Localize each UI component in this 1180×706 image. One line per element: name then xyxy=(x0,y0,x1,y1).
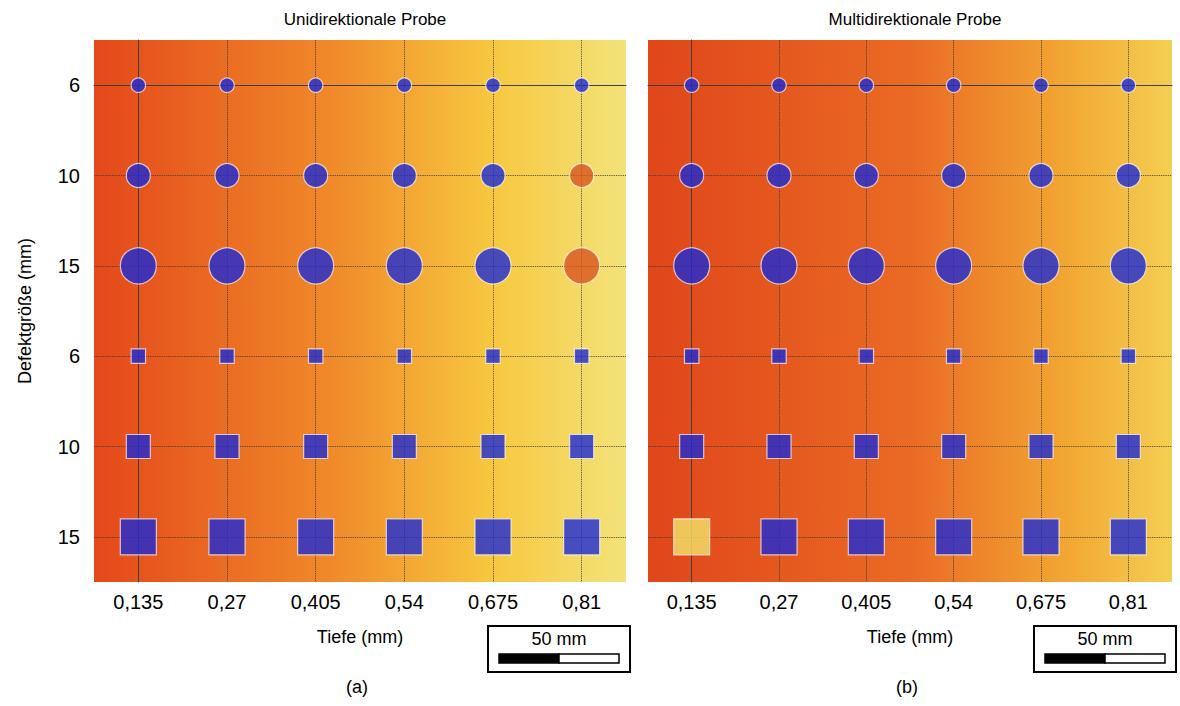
svg-text:0,81: 0,81 xyxy=(562,591,601,613)
svg-text:(a): (a) xyxy=(346,677,368,697)
svg-text:0,675: 0,675 xyxy=(468,591,518,613)
svg-text:0,81: 0,81 xyxy=(1109,591,1148,613)
svg-text:50 mm: 50 mm xyxy=(531,629,586,649)
svg-text:15: 15 xyxy=(58,526,80,548)
svg-text:6: 6 xyxy=(69,74,80,96)
svg-text:0,135: 0,135 xyxy=(667,591,717,613)
svg-text:0,405: 0,405 xyxy=(841,591,891,613)
svg-text:Tiefe (mm): Tiefe (mm) xyxy=(317,627,403,647)
svg-text:10: 10 xyxy=(58,436,80,458)
svg-text:0,405: 0,405 xyxy=(291,591,341,613)
svg-text:Unidirektionale Probe: Unidirektionale Probe xyxy=(284,10,447,29)
svg-text:Multidirektionale Probe: Multidirektionale Probe xyxy=(829,10,1002,29)
svg-text:0,27: 0,27 xyxy=(208,591,247,613)
svg-text:10: 10 xyxy=(58,165,80,187)
svg-text:Tiefe (mm): Tiefe (mm) xyxy=(867,627,953,647)
svg-text:0,27: 0,27 xyxy=(760,591,799,613)
svg-text:Defektgröße (mm): Defektgröße (mm) xyxy=(15,238,35,384)
svg-text:0,675: 0,675 xyxy=(1016,591,1066,613)
svg-text:0,135: 0,135 xyxy=(113,591,163,613)
svg-text:0,54: 0,54 xyxy=(385,591,424,613)
svg-text:50 mm: 50 mm xyxy=(1077,629,1132,649)
svg-text:15: 15 xyxy=(58,255,80,277)
svg-text:(b): (b) xyxy=(896,677,918,697)
svg-text:0,54: 0,54 xyxy=(934,591,973,613)
svg-text:6: 6 xyxy=(69,345,80,367)
